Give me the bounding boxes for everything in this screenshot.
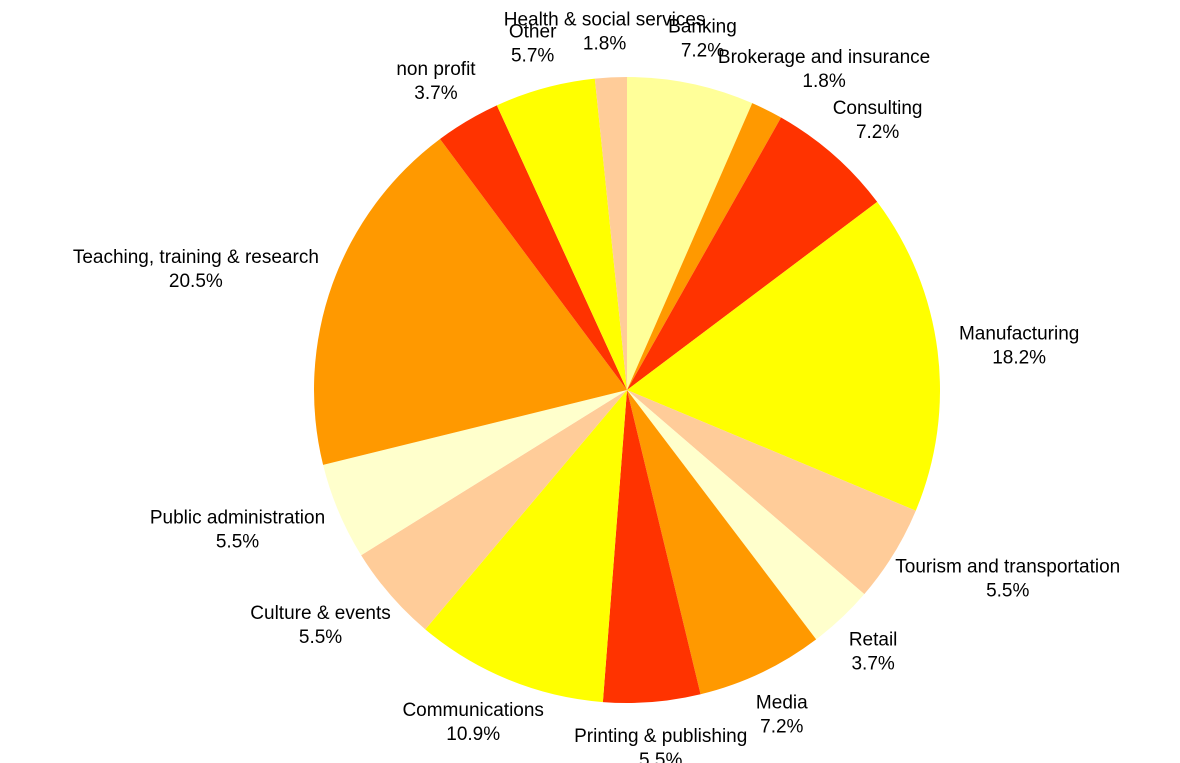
pie-slice xyxy=(496,78,627,391)
slice-value-label: 20.5% xyxy=(169,271,223,292)
pie-slice xyxy=(594,77,627,390)
slice-value-label: 3.7% xyxy=(414,83,457,104)
slice-value-label: 7.2% xyxy=(681,41,724,62)
slice-label: Health & social services xyxy=(504,9,706,30)
pie-slice xyxy=(627,390,817,695)
slice-label: Culture & events xyxy=(250,603,390,624)
pie-slice xyxy=(627,77,753,390)
slice-value-label: 5.7% xyxy=(511,46,554,67)
slice-value-label: 5.5% xyxy=(986,581,1029,602)
pie-slice xyxy=(323,390,627,556)
slice-value-label: 7.2% xyxy=(760,716,803,737)
slice-label: Banking xyxy=(668,17,737,38)
pie-slice xyxy=(627,103,782,390)
pie-slice xyxy=(627,117,878,390)
pie-slice xyxy=(627,390,916,595)
pie-slice xyxy=(425,390,627,703)
pie-slice xyxy=(602,390,701,703)
slice-label: Communications xyxy=(402,700,544,721)
slice-label: Manufacturing xyxy=(959,323,1079,344)
slice-value-label: 5.5% xyxy=(639,750,682,763)
pie-slice xyxy=(361,390,627,630)
pie-slice xyxy=(627,201,941,511)
slice-value-label: 18.2% xyxy=(992,347,1046,368)
slice-label: Brokerage and insurance xyxy=(718,47,930,68)
slice-label: Retail xyxy=(849,630,898,651)
slice-label: Printing & publishing xyxy=(574,726,747,747)
slice-label: Media xyxy=(756,692,808,713)
pie-slice xyxy=(627,390,865,640)
pie-slice xyxy=(439,105,627,391)
slice-value-label: 7.2% xyxy=(856,122,899,143)
slice-value-label: 1.8% xyxy=(583,33,626,54)
slice-value-label: 5.5% xyxy=(299,627,342,648)
slice-label: Public administration xyxy=(150,507,325,528)
slice-label: Consulting xyxy=(833,98,923,119)
slice-value-label: 5.5% xyxy=(216,531,259,552)
slice-label: non profit xyxy=(396,59,476,80)
slice-label: Tourism and transportation xyxy=(895,557,1120,578)
pie-slice xyxy=(314,139,627,465)
slice-value-label: 10.9% xyxy=(446,724,500,745)
slice-value-label: 3.7% xyxy=(851,654,894,675)
slice-value-label: 1.8% xyxy=(802,71,845,92)
slice-label: Other xyxy=(509,22,557,43)
slice-label: Teaching, training & research xyxy=(73,247,319,268)
